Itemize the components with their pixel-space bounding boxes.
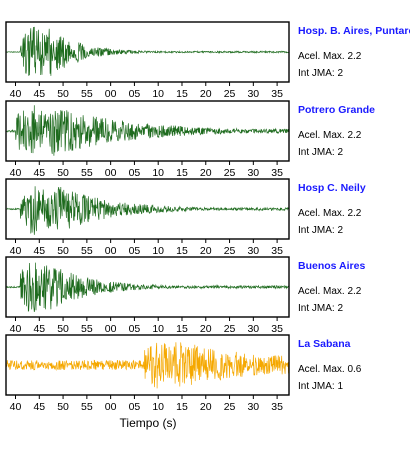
waveform-trace	[6, 342, 289, 389]
station-panel: 40 45 50 55 00 05 10 15 20 25 30 35 Hosp C. Neily Ace…	[5, 178, 366, 257]
x-tick-label: 10	[152, 88, 164, 100]
station-name: Buenos Aires	[298, 260, 365, 272]
x-tick-label: 10	[152, 167, 164, 179]
x-tick-label: 40	[10, 167, 22, 179]
x-tick-label: 45	[33, 401, 45, 413]
station-max-accel: Acel. Max. 2.2	[298, 208, 362, 219]
waveform-trace	[6, 26, 289, 76]
x-tick-label: 35	[271, 245, 283, 257]
x-tick-label: 50	[57, 401, 69, 413]
x-tick-label: 30	[247, 167, 259, 179]
station-name: Hosp. B. Aires, Puntare	[298, 25, 410, 37]
x-tick-label: 50	[57, 323, 69, 335]
x-tick-label: 15	[176, 323, 188, 335]
x-tick-label: 35	[271, 323, 283, 335]
x-tick-label: 20	[200, 245, 212, 257]
x-tick-label: 15	[176, 245, 188, 257]
x-tick-label: 40	[10, 245, 22, 257]
x-tick-label: 25	[224, 323, 236, 335]
station-panel: 40 45 50 55 00 05 10 15 20 25 30 35 Potrero Grande Ac…	[5, 100, 375, 179]
x-tick-label: 20	[200, 401, 212, 413]
x-tick-label: 55	[81, 88, 93, 100]
x-tick-label: 15	[176, 167, 188, 179]
x-tick-label: 05	[129, 88, 141, 100]
panel-frame	[5, 21, 290, 83]
x-tick-label: 10	[152, 323, 164, 335]
x-tick-label: 25	[224, 401, 236, 413]
x-tick-label: 30	[247, 323, 259, 335]
waveform-trace	[6, 262, 289, 313]
x-tick-label: 35	[271, 167, 283, 179]
station-jma-intensity: Int JMA: 2	[298, 225, 343, 236]
x-tick-label: 10	[152, 401, 164, 413]
station-max-accel: Acel. Max. 2.2	[298, 286, 362, 297]
x-tick-label: 25	[224, 245, 236, 257]
station-jma-intensity: Int JMA: 2	[298, 303, 343, 314]
x-tick-label: 00	[105, 245, 117, 257]
x-tick-label: 00	[105, 323, 117, 335]
panel-frame	[5, 256, 290, 318]
x-tick-label: 40	[10, 401, 22, 413]
x-tick-label: 30	[247, 401, 259, 413]
station-jma-intensity: Int JMA: 2	[298, 68, 343, 79]
x-axis-title: Tiempo (s)	[120, 416, 177, 430]
x-tick-label: 45	[33, 323, 45, 335]
x-tick-label: 20	[200, 88, 212, 100]
x-tick-label: 35	[271, 88, 283, 100]
x-tick-label: 25	[224, 88, 236, 100]
station-name: La Sabana	[298, 338, 351, 350]
x-tick-label: 15	[176, 88, 188, 100]
station-jma-intensity: Int JMA: 1	[298, 381, 343, 392]
x-tick-label: 25	[224, 167, 236, 179]
x-tick-label: 30	[247, 88, 259, 100]
x-tick-label: 15	[176, 401, 188, 413]
x-tick-label: 05	[129, 323, 141, 335]
waveform-trace	[6, 105, 289, 156]
x-tick-label: 00	[105, 401, 117, 413]
x-tick-label: 50	[57, 167, 69, 179]
x-tick-label: 10	[152, 245, 164, 257]
x-tick-label: 45	[33, 88, 45, 100]
x-tick-label: 20	[200, 323, 212, 335]
x-tick-label: 40	[10, 323, 22, 335]
station-name: Potrero Grande	[298, 104, 375, 116]
x-tick-label: 55	[81, 401, 93, 413]
waveform-trace	[6, 186, 289, 235]
station-name: Hosp C. Neily	[298, 182, 366, 194]
x-tick-label: 35	[271, 401, 283, 413]
x-tick-label: 20	[200, 167, 212, 179]
x-tick-label: 45	[33, 245, 45, 257]
station-panel: 40 45 50 55 00 05 10 15 20 25 30 35 La Sabana Acel. M…	[5, 334, 362, 413]
x-tick-label: 00	[105, 88, 117, 100]
panel-frame	[5, 100, 290, 162]
x-tick-label: 30	[247, 245, 259, 257]
station-jma-intensity: Int JMA: 2	[298, 147, 343, 158]
x-tick-label: 55	[81, 167, 93, 179]
panel-frame	[5, 334, 290, 396]
station-panel: 40 45 50 55 00 05 10 15 20 25 30 35 Hosp. B. Aires, …	[5, 21, 410, 100]
x-tick-label: 40	[10, 88, 22, 100]
station-max-accel: Acel. Max. 2.2	[298, 51, 362, 62]
x-tick-label: 45	[33, 167, 45, 179]
x-tick-label: 55	[81, 245, 93, 257]
panel-frame	[5, 178, 290, 240]
x-tick-label: 55	[81, 323, 93, 335]
x-tick-label: 05	[129, 167, 141, 179]
station-panel: 40 45 50 55 00 05 10 15 20 25 30 35 Buenos Aires Acel…	[5, 256, 365, 335]
x-tick-label: 50	[57, 88, 69, 100]
x-tick-label: 50	[57, 245, 69, 257]
station-max-accel: Acel. Max. 2.2	[298, 130, 362, 141]
x-tick-label: 05	[129, 245, 141, 257]
x-tick-label: 00	[105, 167, 117, 179]
station-max-accel: Acel. Max. 0.6	[298, 364, 362, 375]
x-tick-label: 05	[129, 401, 141, 413]
